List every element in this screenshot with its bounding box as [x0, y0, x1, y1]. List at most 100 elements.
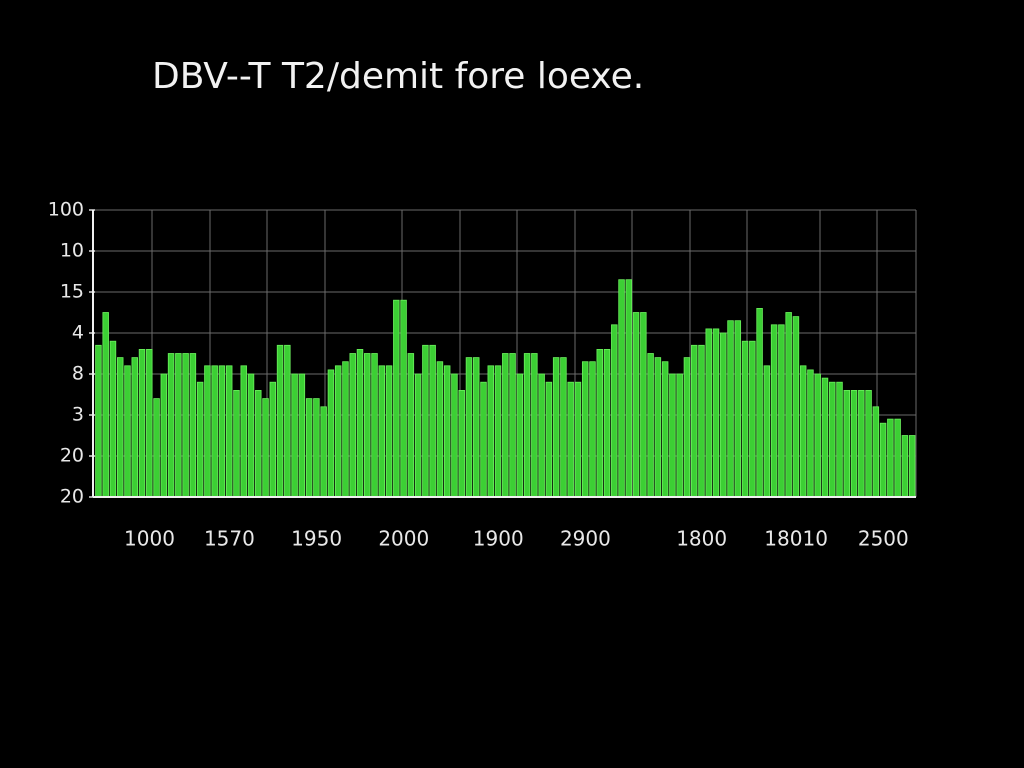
bar [879, 422, 887, 498]
x-tick-label: 1800 [676, 527, 727, 551]
bar [502, 353, 509, 498]
bar [567, 381, 574, 498]
bar [356, 348, 364, 498]
bar [313, 398, 320, 498]
x-tick-label: 18010 [764, 527, 828, 551]
bar [654, 357, 662, 498]
bar [138, 348, 146, 498]
bar [371, 353, 378, 498]
bar [763, 365, 771, 498]
x-tick-label: 1950 [291, 527, 342, 551]
bar [647, 353, 654, 498]
bar [705, 328, 712, 498]
chart-title: DBV--T T2/demit fore loexe. [152, 56, 644, 97]
bar [167, 353, 175, 498]
y-tick-label: 4 [72, 322, 84, 344]
x-tick-label: 1900 [473, 527, 524, 551]
bar [116, 357, 124, 498]
bar [778, 324, 785, 498]
bar [843, 389, 851, 498]
bar [850, 389, 858, 498]
bar [320, 406, 327, 498]
bar [676, 373, 683, 498]
bar [262, 398, 269, 498]
bar [211, 365, 218, 498]
bar [509, 353, 516, 498]
bar [894, 418, 901, 498]
bar [669, 373, 676, 498]
bar [305, 398, 313, 498]
bar [225, 365, 233, 498]
bar [422, 344, 429, 498]
bar [327, 369, 335, 498]
bar [603, 348, 611, 498]
bar [393, 299, 400, 498]
x-tick-label: 1000 [124, 527, 175, 551]
bar [102, 312, 109, 498]
bar [175, 353, 182, 498]
bar [756, 307, 763, 498]
bar [247, 373, 255, 498]
bar [545, 381, 553, 498]
x-tick-label: 1570 [204, 527, 255, 551]
bar [814, 373, 821, 498]
bar [516, 373, 524, 498]
bar [538, 373, 545, 498]
bar [480, 381, 487, 498]
y-tick-label: 20 [60, 486, 84, 508]
bar [196, 381, 204, 498]
y-tick-label: 8 [72, 363, 84, 385]
bar [109, 340, 117, 498]
bar [887, 418, 894, 498]
bar [284, 344, 291, 498]
x-tick-label: 2000 [378, 527, 429, 551]
bar [632, 312, 640, 498]
y-tick-label: 15 [60, 281, 84, 303]
bar [291, 373, 298, 498]
bar [821, 377, 829, 498]
bar [683, 357, 691, 498]
bar [255, 389, 262, 498]
bar [720, 332, 727, 498]
bar [531, 353, 538, 498]
bar [712, 328, 720, 498]
bar [589, 361, 596, 498]
bar [400, 299, 407, 498]
bar [865, 389, 872, 498]
bar [734, 320, 742, 498]
bar [349, 353, 356, 498]
bar [523, 353, 531, 498]
bar [131, 357, 138, 498]
bar [807, 369, 814, 498]
bar [233, 389, 240, 498]
y-tick-label: 100 [48, 199, 84, 221]
bar [611, 324, 618, 498]
bar [240, 365, 247, 498]
bar [858, 389, 865, 498]
x-tick-label: 2900 [560, 527, 611, 551]
bar [298, 373, 306, 498]
bar [429, 344, 436, 498]
bar [458, 389, 465, 498]
bar [829, 381, 836, 498]
bar [596, 348, 603, 498]
bar [378, 365, 386, 498]
bar [334, 365, 342, 498]
bar [146, 348, 153, 498]
bar [727, 320, 734, 498]
bar [269, 381, 277, 498]
bar [465, 357, 473, 498]
bar [690, 344, 698, 498]
bar [204, 365, 211, 498]
bar [487, 365, 495, 498]
bar [443, 365, 451, 498]
bar [451, 373, 458, 498]
y-tick-label: 20 [60, 445, 84, 467]
bar [872, 406, 880, 498]
bar [792, 316, 800, 498]
bar [625, 279, 633, 498]
bar [218, 365, 226, 498]
bar [364, 353, 371, 498]
